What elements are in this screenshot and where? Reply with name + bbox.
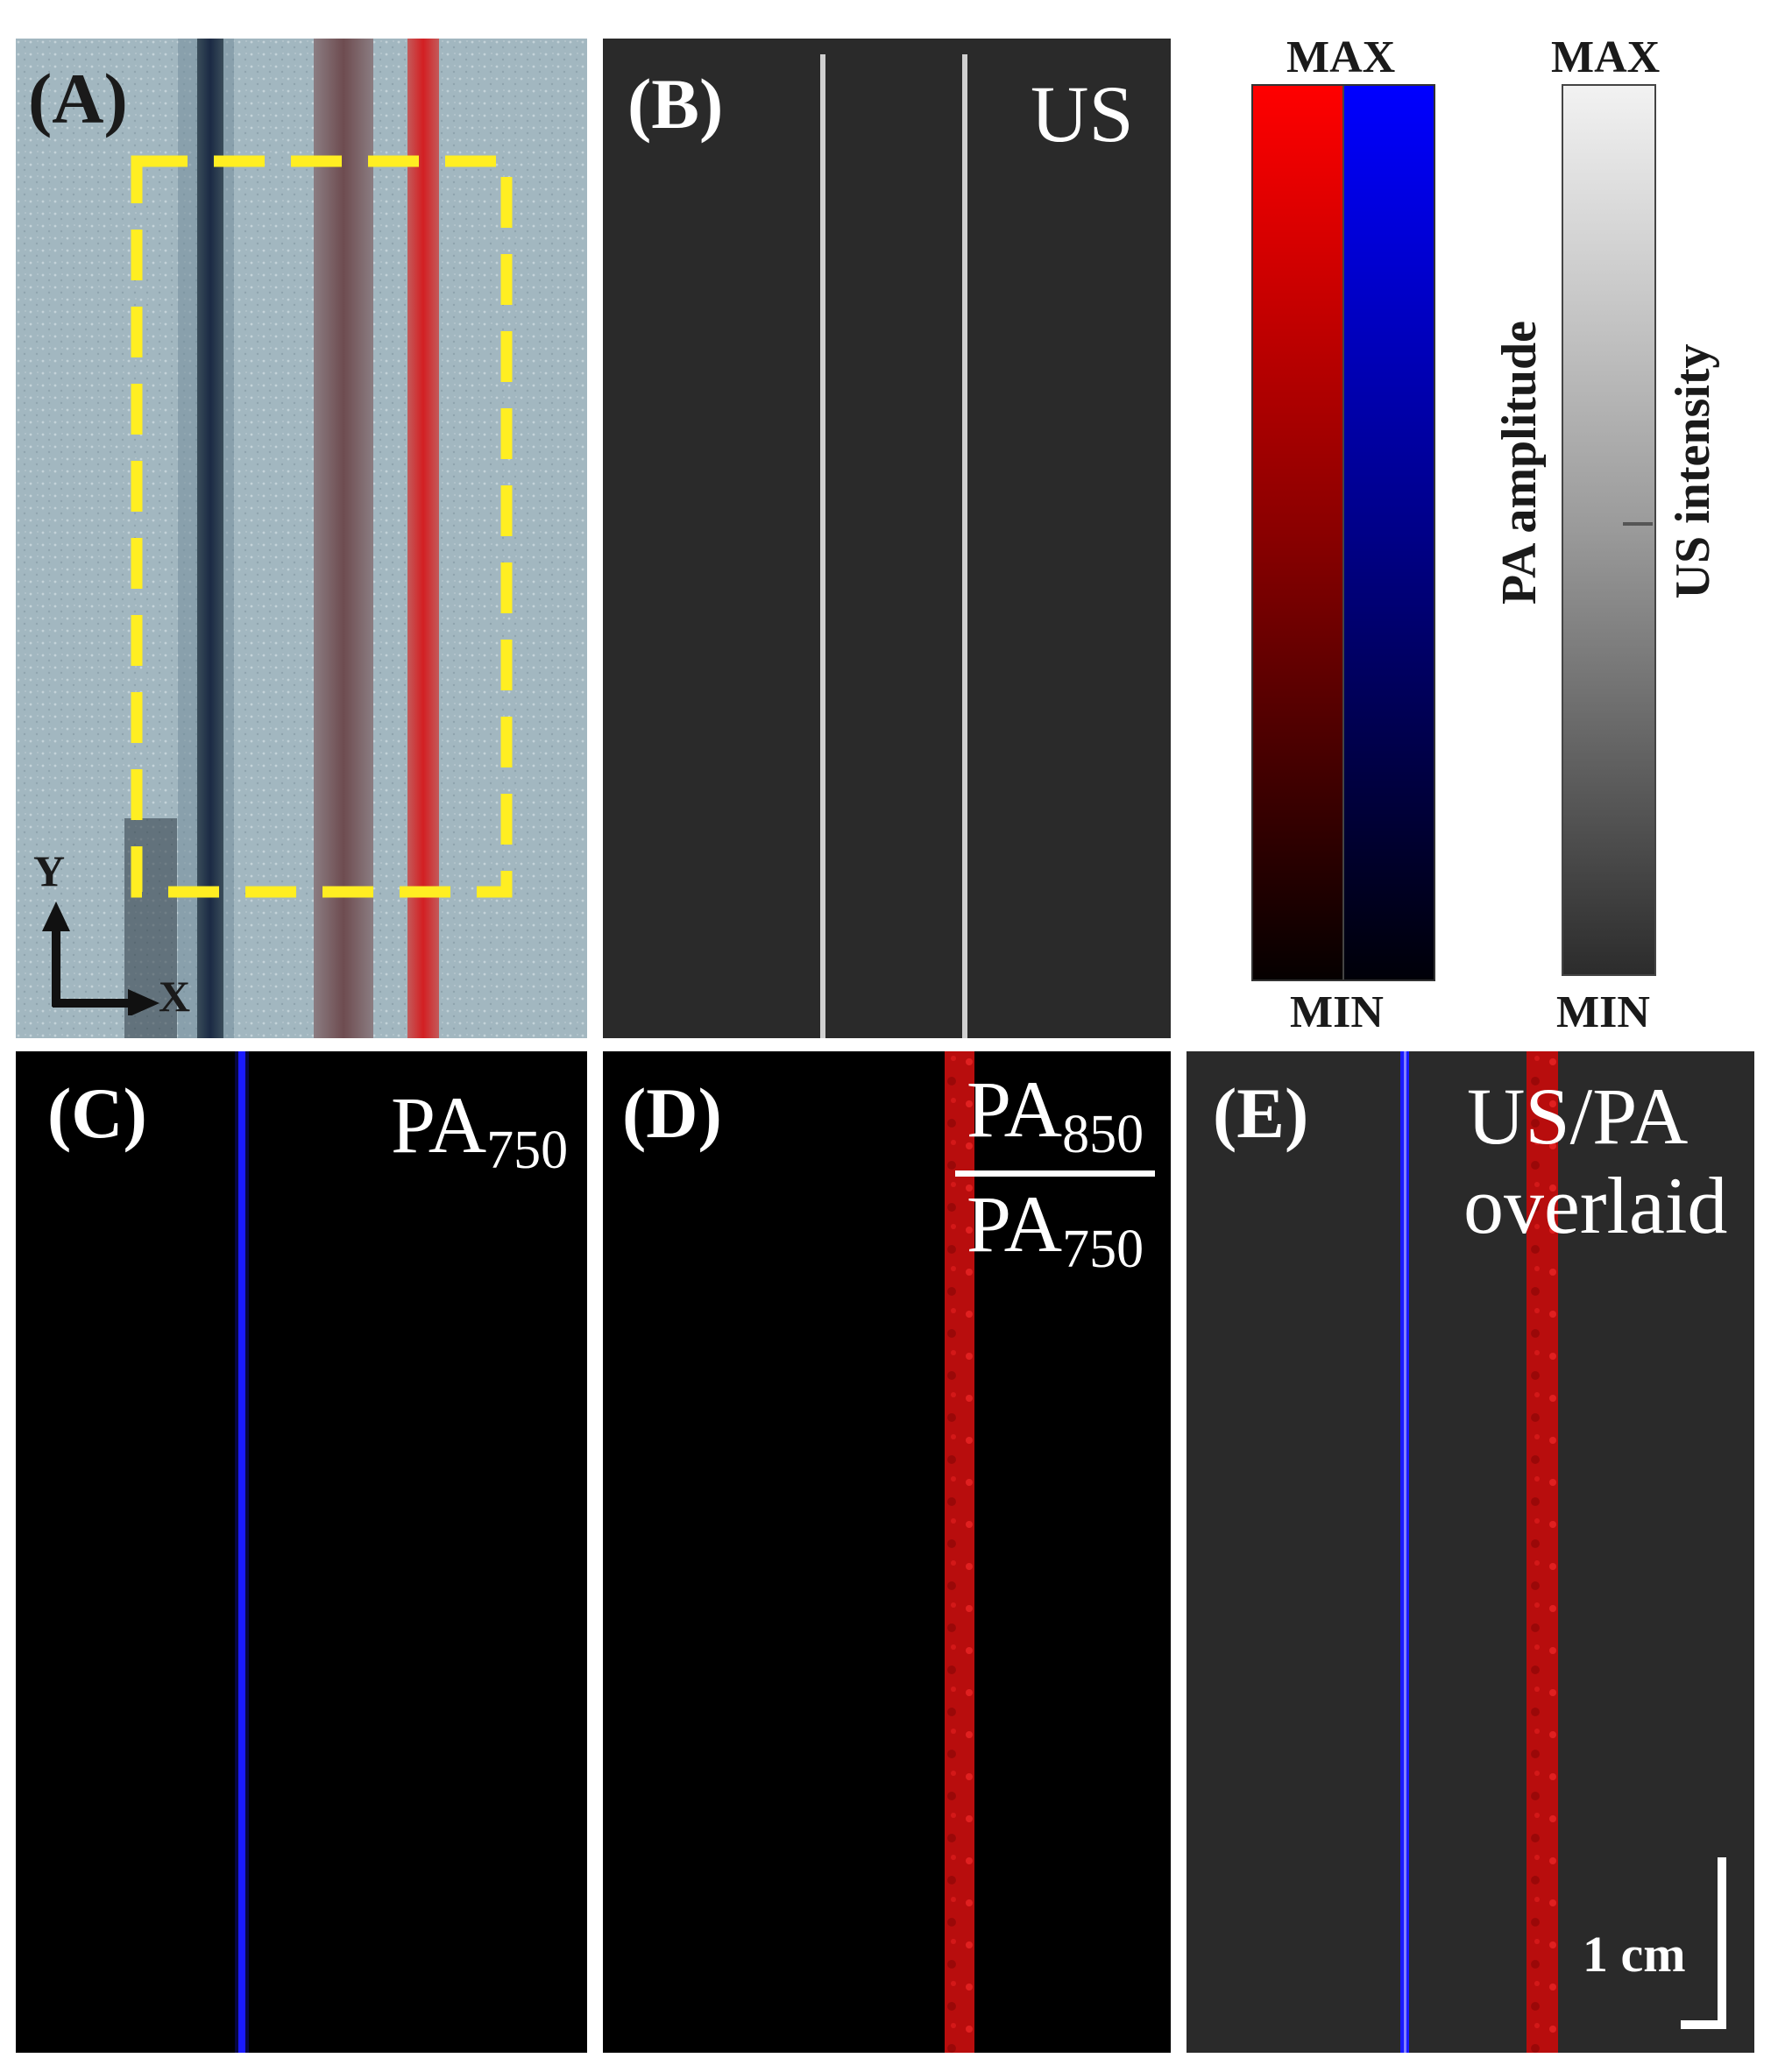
- panel-e-overlay: (E) US/PA overlaid 1 cm: [1187, 1051, 1754, 2053]
- us-colorbar-max: MAX: [1551, 32, 1661, 82]
- pa750-image: [235, 1051, 249, 2053]
- scale-bar-vertical: [1718, 1857, 1726, 2029]
- panel-d-num-sub: 850: [1062, 1105, 1144, 1164]
- pa-colorbar-max: MAX: [1286, 32, 1396, 82]
- xy-axis-arrows-icon: [42, 902, 159, 1015]
- panel-d-label: (D): [622, 1073, 722, 1153]
- pa-red-scale: [1253, 86, 1342, 979]
- panel-d-den-main: PA: [966, 1179, 1063, 1269]
- panel-d-numerator: PA850: [955, 1069, 1155, 1162]
- panel-a-label: (A): [28, 59, 128, 138]
- panel-d-num-main: PA: [966, 1064, 1063, 1154]
- scale-bar-horizontal: [1681, 2020, 1726, 2029]
- scale-bar-label: 1 cm: [1583, 1926, 1686, 1983]
- us-colorbar-title: US intensity: [1666, 343, 1720, 599]
- ratio-image: [945, 1051, 974, 2053]
- panel-c-title-main: PA: [391, 1080, 487, 1170]
- panel-e-title-line2: overlaid: [1463, 1161, 1728, 1250]
- pa-colorbar-min: MIN: [1290, 987, 1384, 1037]
- panel-e-title-line1: US/PA: [1467, 1071, 1689, 1161]
- panel-d-denominator: PA750: [955, 1184, 1155, 1276]
- us-colorbar-tick: [1623, 522, 1653, 526]
- pa-blue-scale: [1342, 86, 1434, 979]
- panel-c-title-sub: 750: [486, 1121, 569, 1180]
- overlay-image: [1400, 1051, 1558, 2053]
- axis-x-label: X: [159, 972, 191, 1021]
- phantom-photo-image: [16, 39, 587, 1038]
- panel-d-title-fraction: PA850 PA750: [955, 1069, 1155, 1276]
- panel-b-title: US: [1031, 69, 1134, 159]
- panel-d-den-sub: 750: [1062, 1220, 1144, 1279]
- panel-a-photo: (A) Y X: [16, 39, 587, 1038]
- panel-b-label: (B): [627, 64, 724, 144]
- us-image: [820, 54, 967, 1038]
- panel-c-label: (C): [47, 1073, 147, 1153]
- pa-colorbar: [1251, 84, 1435, 981]
- fraction-bar: [955, 1170, 1155, 1177]
- us-colorbar: [1562, 84, 1656, 976]
- panel-e-label: (E): [1213, 1073, 1309, 1153]
- panel-c-title: PA750: [391, 1085, 568, 1177]
- us-colorbar-min: MIN: [1556, 987, 1650, 1037]
- panel-c-pa750: (C) PA750: [16, 1051, 587, 2053]
- axis-y-label: Y: [33, 846, 66, 895]
- panel-b-us: (B) US: [603, 39, 1171, 1038]
- panel-d-ratio: (D) PA850 PA750: [603, 1051, 1171, 2053]
- pa-colorbar-title: PA amplitude: [1492, 320, 1547, 605]
